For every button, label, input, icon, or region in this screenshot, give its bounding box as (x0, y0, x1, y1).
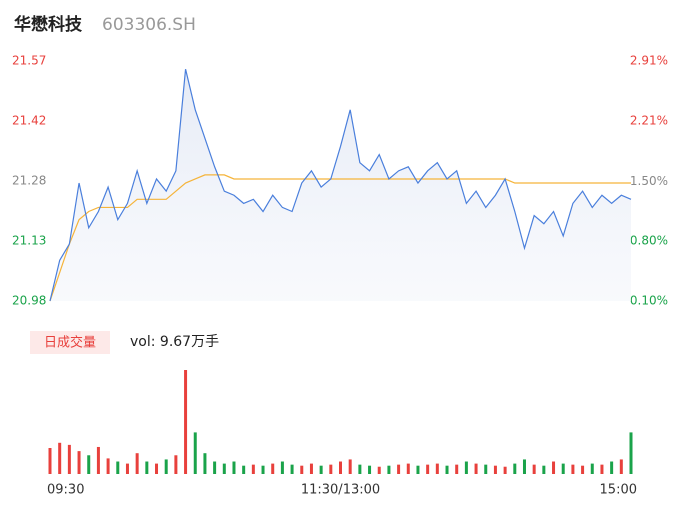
volume-bar (484, 464, 488, 474)
volume-bar (358, 464, 362, 474)
volume-bar (552, 461, 556, 474)
volume-bar (377, 466, 381, 474)
y2-tick-label: 0.10% (630, 294, 668, 308)
volume-bar (416, 465, 420, 474)
volume-bar (368, 465, 372, 474)
volume-bar (445, 465, 449, 474)
volume-bar (251, 464, 255, 474)
volume-bar (184, 370, 188, 474)
volume-bar (522, 459, 526, 474)
volume-bar (222, 463, 226, 474)
volume-bar (67, 444, 71, 474)
volume-bar (261, 465, 265, 474)
volume-bar (329, 464, 333, 474)
volume-title: 日成交量 (44, 335, 96, 351)
chart-title: 华懋科技 (14, 14, 83, 35)
volume-bar (339, 461, 342, 474)
volume-bar (48, 448, 52, 474)
volume-bar (58, 442, 62, 474)
volume-bar (561, 463, 565, 474)
volume-bar (590, 463, 594, 474)
volume-bar (203, 453, 207, 474)
volume-bar (242, 465, 246, 474)
volume-bar (542, 465, 546, 474)
series-line (49, 174, 631, 302)
y-tick-label: 21.13 (12, 234, 46, 248)
volume-bar (280, 461, 284, 474)
volume-bar (164, 459, 168, 474)
y2-tick-label: 1.50% (630, 174, 668, 188)
volume-bar (135, 453, 139, 474)
volume-bar (77, 451, 81, 474)
volume-bar (213, 461, 217, 474)
x-tick-label: 09:30 (47, 483, 84, 498)
volume-bar (116, 461, 120, 474)
volume-bar (87, 455, 91, 474)
volume-bar (155, 463, 159, 474)
volume-bar (610, 461, 614, 474)
volume-summary: vol: 9.67万手 (130, 334, 219, 350)
volume-bar (474, 463, 478, 474)
volume-bar (300, 465, 304, 474)
y-tick-label: 20.98 (12, 294, 46, 308)
volume-bar (348, 459, 352, 474)
volume-bar (581, 465, 585, 474)
volume-bar (271, 463, 275, 474)
volume-bar (464, 461, 468, 474)
volume-bar (174, 455, 178, 474)
volume-bar (145, 461, 149, 474)
y2-tick-label: 0.80% (630, 234, 668, 248)
volume-bar (397, 464, 401, 474)
volume-bar (125, 463, 129, 474)
volume-bar (503, 466, 507, 474)
y2-tick-label: 2.91% (630, 54, 668, 68)
y2-tick-label: 2.21% (630, 113, 668, 127)
volume-bar (600, 464, 604, 474)
volume-bar (387, 465, 391, 474)
volume-bar (106, 458, 110, 474)
volume-bar (571, 464, 575, 474)
price-area (50, 69, 631, 301)
volume-bar (406, 463, 410, 474)
volume-bar (455, 464, 459, 474)
volume-bar (232, 461, 236, 474)
volume-bar (629, 432, 633, 474)
volume-bar (319, 465, 323, 474)
x-tick-label: 11:30/13:00 (301, 483, 380, 498)
volume-bar (426, 464, 430, 474)
volume-bar (193, 432, 197, 474)
volume-bar (493, 465, 497, 474)
volume-bar (513, 463, 517, 474)
y-tick-label: 21.42 (12, 114, 46, 128)
volume-bar (309, 463, 313, 474)
volume-bar (435, 463, 439, 474)
volume-bar (290, 464, 294, 474)
y-tick-label: 21.57 (12, 54, 46, 68)
volume-badge (30, 331, 110, 354)
volume-bar (619, 459, 623, 474)
series-line (49, 68, 632, 302)
chart-subtitle: 603306.SH (102, 15, 196, 35)
volume-bar (96, 446, 100, 474)
y-tick-label: 21.28 (12, 174, 46, 188)
x-tick-label: 15:00 (600, 483, 637, 498)
volume-bar (532, 464, 536, 474)
